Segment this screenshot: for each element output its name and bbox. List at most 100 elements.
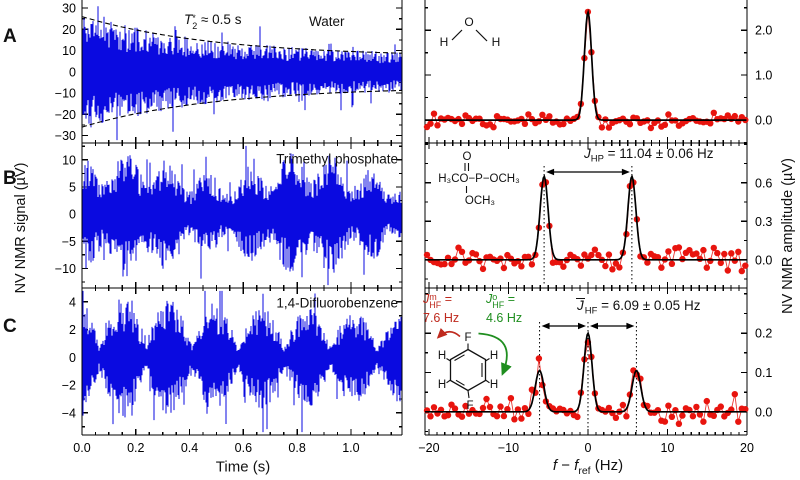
jhf-ortho-symbol: J bbox=[486, 292, 493, 306]
dfb-h-bl-label: H bbox=[438, 379, 446, 391]
jhf-mean-subscript: HF bbox=[584, 305, 598, 317]
difluorobenzene-structure: F F H H H H bbox=[436, 327, 512, 412]
jhf-mean-annotation: JHF = 6.09 ± 0.05 Hz bbox=[576, 298, 700, 317]
svg-text:0: 0 bbox=[69, 351, 76, 365]
svg-text:2.0: 2.0 bbox=[755, 24, 772, 38]
tmp-o-label: O bbox=[463, 151, 472, 163]
minus-sign: − bbox=[557, 457, 575, 474]
svg-text:1.0: 1.0 bbox=[755, 69, 772, 83]
sample-label-dfb: 1,4-Difluorobenzene bbox=[276, 295, 398, 311]
panel-label-c: C bbox=[3, 316, 17, 337]
t2-symbol: T bbox=[184, 12, 193, 27]
jhf-meta-superscript: m bbox=[429, 291, 437, 302]
ring-double-bond-topleft bbox=[454, 354, 465, 361]
ortho-coupling-arrow bbox=[478, 332, 512, 376]
plot-spec_dfb: 0.2 0.1 0.0 −20 −10 0 10 20 bbox=[418, 287, 772, 455]
fref-subscript: ref bbox=[578, 465, 591, 477]
hz-unit: (Hz) bbox=[590, 457, 624, 474]
t2-superscript: * bbox=[192, 12, 196, 23]
svg-text:0.6: 0.6 bbox=[755, 176, 772, 190]
jhf-mean-symbol: J bbox=[576, 298, 585, 313]
bond-h-tl bbox=[446, 358, 451, 362]
svg-text:−10: −10 bbox=[55, 262, 76, 276]
plot-spec_tmp: 0.6 0.3 0.0 bbox=[423, 142, 772, 289]
trimethyl-phosphate-structure: O H₃CO−P−OCH₃ OCH₃ bbox=[438, 151, 520, 207]
jhf-meta-equals: = bbox=[441, 292, 453, 306]
svg-text:0.4: 0.4 bbox=[181, 441, 198, 455]
jhf-ortho-subscript: HF bbox=[492, 299, 505, 310]
svg-text:0.2: 0.2 bbox=[127, 441, 144, 455]
svg-text:0.3: 0.3 bbox=[755, 215, 772, 229]
jhf-meta-subscript: HF bbox=[429, 299, 442, 310]
dfb-h-tl-label: H bbox=[438, 350, 446, 362]
panel-label-b: B bbox=[3, 168, 17, 189]
svg-text:−10: −10 bbox=[498, 441, 519, 455]
svg-text:0.6: 0.6 bbox=[235, 441, 252, 455]
water-h2-label: H bbox=[492, 35, 501, 49]
svg-text:30: 30 bbox=[62, 2, 76, 16]
svg-text:−30: −30 bbox=[55, 129, 76, 143]
jhp-annotation: JHP = 11.04 ± 0.06 Hz bbox=[584, 146, 713, 165]
plot-fid_dfb: 4 2 0 −2 −4 0.0 0.2 0.4 0.6 0.8 1.0 bbox=[62, 287, 403, 455]
jhp-symbol: J bbox=[584, 146, 591, 161]
svg-text:20: 20 bbox=[740, 441, 754, 455]
svg-text:0.1: 0.1 bbox=[755, 366, 772, 380]
left-y-axis-label: NV NMR signal (µV) bbox=[13, 162, 29, 294]
svg-text:10: 10 bbox=[661, 441, 675, 455]
dfb-f-top-label: F bbox=[464, 332, 471, 344]
dfb-f-bottom-label: F bbox=[466, 400, 473, 412]
jhp-value: = 11.04 ± 0.06 Hz bbox=[603, 146, 714, 161]
bond-f-bottom bbox=[467, 390, 470, 399]
time-axis-label: Time (s) bbox=[215, 458, 271, 476]
jhf-meta-symbol: J bbox=[423, 292, 430, 306]
svg-text:0.0: 0.0 bbox=[755, 405, 772, 419]
svg-text:0: 0 bbox=[69, 208, 76, 222]
svg-text:0: 0 bbox=[69, 65, 76, 79]
dfb-h-tr-label: H bbox=[490, 350, 498, 362]
svg-text:0.0: 0.0 bbox=[755, 253, 772, 267]
bond-h-bl bbox=[446, 379, 451, 384]
t2-subscript: 2 bbox=[192, 20, 198, 31]
svg-text:−20: −20 bbox=[418, 441, 439, 455]
sample-label-tmp: Trimethyl phosphate bbox=[276, 151, 398, 167]
svg-text:0.0: 0.0 bbox=[755, 114, 772, 128]
svg-text:2: 2 bbox=[69, 323, 76, 337]
svg-text:0.8: 0.8 bbox=[288, 441, 305, 455]
f-symbol: f bbox=[552, 457, 558, 474]
svg-text:−5: −5 bbox=[62, 235, 76, 249]
water-bond-left bbox=[451, 29, 463, 41]
bond-h-br bbox=[485, 379, 490, 384]
water-h1-label: H bbox=[440, 35, 449, 49]
frequency-axis-label: f − fref (Hz) bbox=[553, 457, 623, 477]
jhf-meta-value: 7.6 Hz bbox=[423, 311, 460, 326]
jhf-mean-value: = 6.09 ± 0.05 Hz bbox=[597, 298, 701, 313]
svg-text:0.0: 0.0 bbox=[73, 441, 90, 455]
water-bond-right bbox=[475, 29, 488, 42]
meta-coupling-arrow bbox=[436, 327, 461, 339]
ring-double-bond-bottomleft bbox=[455, 379, 465, 386]
plot-fid_tmp: 10 5 0 −5 −10 bbox=[55, 142, 403, 289]
jhf-ortho-value: 4.6 Hz bbox=[486, 311, 523, 326]
water-o-label: O bbox=[464, 15, 473, 29]
panel-label-a: A bbox=[3, 26, 17, 47]
tmp-bottom-label: OCH₃ bbox=[465, 195, 496, 207]
tmp-mid-label: H₃CO−P−OCH₃ bbox=[438, 173, 520, 185]
water-molecule: O H H bbox=[440, 15, 501, 49]
svg-text:0.2: 0.2 bbox=[755, 327, 772, 341]
svg-text:10: 10 bbox=[62, 44, 76, 58]
sample-label-water: Water bbox=[309, 14, 345, 29]
right-y-axis-label: NV NMR amplitude (µV) bbox=[780, 158, 796, 314]
svg-text:1.0: 1.0 bbox=[342, 441, 359, 455]
jhf-ortho-superscript: o bbox=[492, 291, 498, 302]
jhf-ortho-equals: = bbox=[504, 292, 516, 306]
t2-annotation: T * 2 ≈ 0.5 s bbox=[184, 12, 241, 30]
svg-text:10: 10 bbox=[62, 153, 76, 167]
plot-spec_water: 2.0 1.0 0.0 bbox=[423, 0, 772, 144]
